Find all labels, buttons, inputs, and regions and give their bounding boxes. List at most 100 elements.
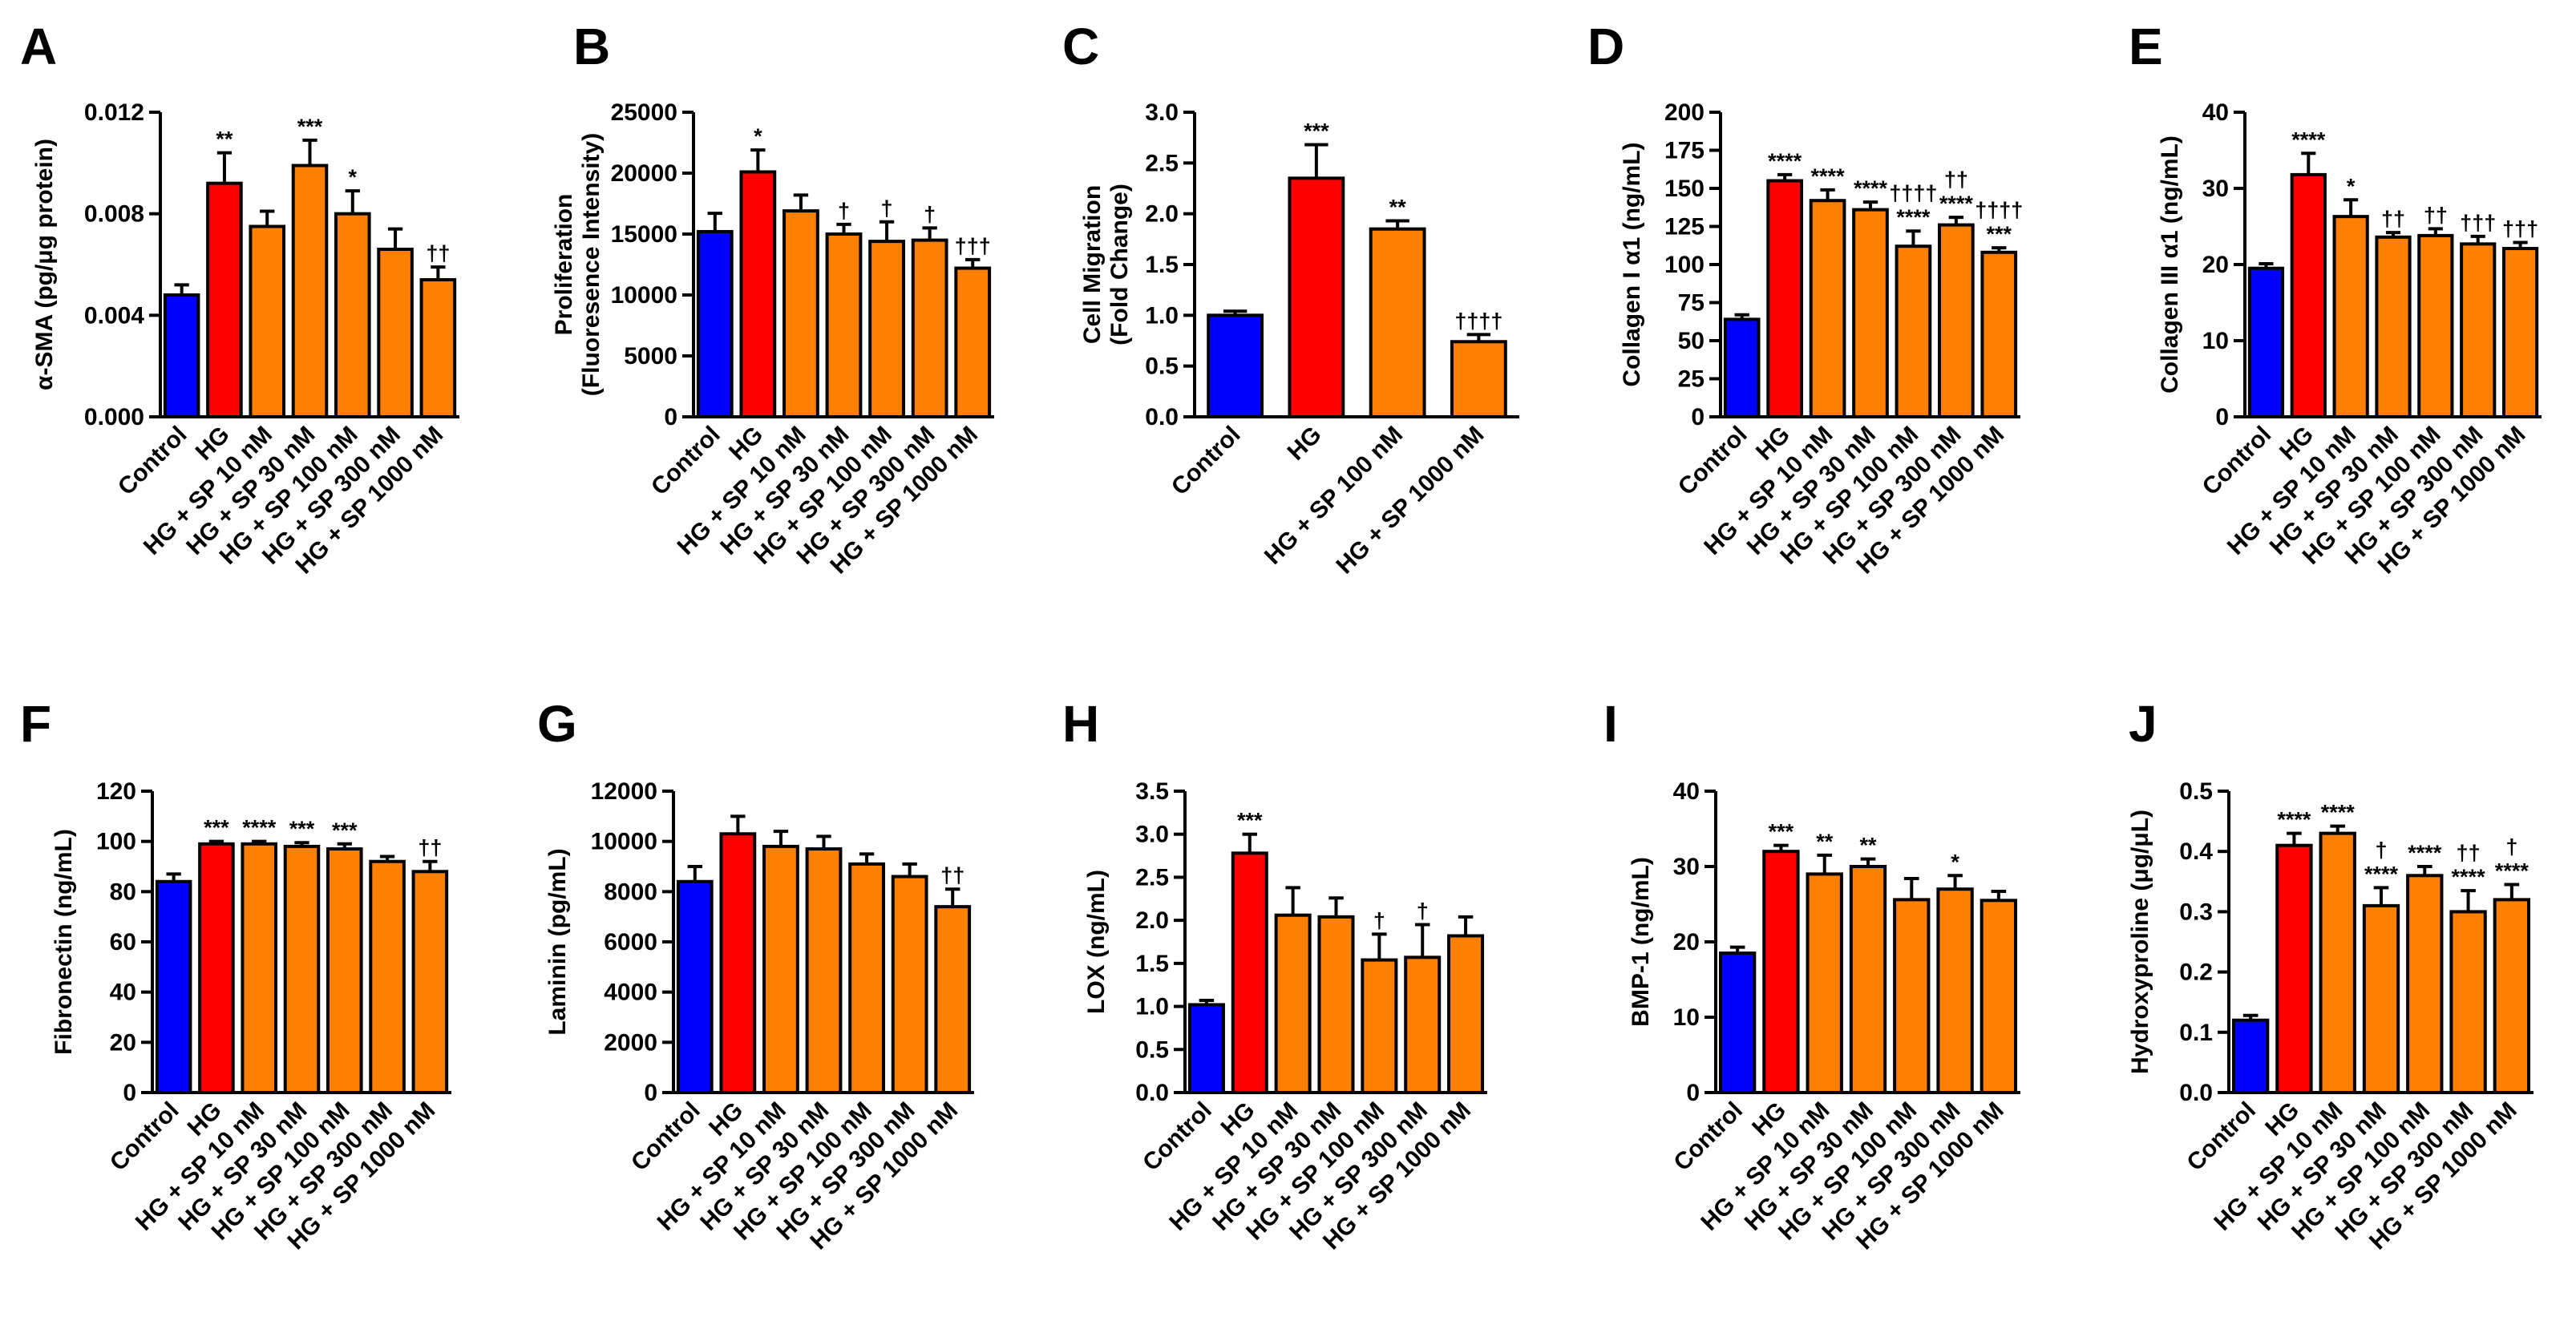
significance-label: ***: [1304, 119, 1329, 143]
category-label: Control: [1668, 1097, 1748, 1177]
bar: [2362, 903, 2400, 1094]
panel-h: H 0.0 0.5 1.0 1.5 2.0 2.5 3.0 3.5 LOX (ng/mL) Cont…: [1062, 695, 1487, 1254]
significance-label: ****: [2452, 865, 2486, 889]
y-axis-title: BMP-1 (ng/mL): [1628, 857, 1654, 1027]
y-tick-label: 5000: [624, 343, 677, 370]
panel-g: G 0 2000 4000 6000 8000 10000 12000 Laminin (pg/…: [537, 695, 974, 1254]
y-tick-label: 175: [1664, 138, 1705, 164]
significance-label: ****: [1768, 149, 1802, 173]
y-tick-label: 40: [1673, 778, 1700, 805]
significance-label: ††: [2381, 207, 2405, 231]
significance-label: ****: [1896, 205, 1931, 229]
y-tick-label: 0.0: [1135, 1080, 1169, 1106]
y-tick-label: 0.004: [84, 302, 144, 329]
y-tick-label: 20: [110, 1029, 136, 1056]
y-tick-label: 0.4: [2179, 838, 2213, 865]
category-label: Control: [105, 1097, 184, 1177]
panel-letter-h: H: [1062, 695, 1099, 753]
bar: [783, 209, 819, 418]
y-tick-label: 0: [2215, 404, 2229, 430]
significance-label: ****: [1939, 192, 1974, 216]
category-label: Control: [1673, 422, 1753, 501]
bar: [1187, 1003, 1225, 1094]
bar: [739, 170, 777, 418]
panel-letter-f: F: [20, 695, 51, 753]
significance-label: ***: [1987, 222, 2012, 246]
y-tick-label: 0: [664, 404, 677, 430]
y-axis-title: Collagen III α1 (ng/mL): [2157, 135, 2183, 394]
panel-letter-a: A: [20, 18, 57, 75]
significance-label: **: [1389, 196, 1407, 220]
significance-label: †††: [2460, 211, 2496, 235]
panel-b: B 0 5000 10000 15000 20000 25000 Proliferation(…: [551, 18, 994, 579]
panel-letter-i: I: [1603, 695, 1618, 753]
panel-letter-c: C: [1062, 18, 1099, 75]
y-tick-label: 0.3: [2179, 899, 2213, 925]
bar: [1806, 872, 1843, 1095]
bar: [1938, 223, 1975, 418]
significance-label: ††: [1944, 168, 1968, 192]
significance-label: ***: [289, 817, 315, 841]
y-tick-label: 0: [1691, 404, 1705, 430]
y-tick-label: 0.000: [84, 404, 144, 430]
bar: [1766, 179, 1803, 418]
significance-label: ****: [2364, 862, 2399, 886]
bar: [249, 224, 285, 418]
panel-d: D 0 25 50 75 100 125 150 175 200 Collagen I α1 (ng…: [1587, 18, 2023, 579]
y-tick-label: 200: [1664, 99, 1705, 126]
significance-label: *: [2347, 174, 2356, 198]
bar: [2449, 910, 2487, 1095]
y-tick-label: 60: [110, 929, 136, 955]
bar: [1274, 913, 1312, 1094]
bar: [419, 278, 457, 418]
y-tick-label: 25: [1678, 366, 1705, 393]
bar: [206, 181, 243, 419]
y-tick-label: 3.0: [1135, 822, 1169, 848]
y-tick-label: 150: [1664, 176, 1705, 202]
category-label: HG: [1283, 422, 1327, 466]
y-tick-label: 30: [2202, 176, 2229, 202]
bar: [1231, 851, 1268, 1094]
y-tick-label: 1.0: [1135, 994, 1169, 1020]
bar: [369, 859, 406, 1094]
category-label: Control: [1138, 1097, 1217, 1177]
bar: [2332, 215, 2369, 418]
y-tick-label: 0.5: [2179, 778, 2213, 805]
category-label: Control: [2182, 1097, 2261, 1177]
bar: [2406, 874, 2444, 1095]
bar: [291, 164, 329, 418]
bar: [2231, 1018, 2270, 1095]
category-label: Control: [1167, 422, 1246, 501]
bar: [1369, 227, 1426, 418]
panel-letter-b: B: [573, 18, 610, 75]
panel-letter-g: G: [537, 695, 577, 753]
bar: [1447, 934, 1485, 1094]
y-tick-label: 80: [110, 879, 136, 905]
category-label: Control: [2198, 422, 2277, 501]
y-tick-label: 0: [1686, 1080, 1700, 1106]
y-tick-label: 125: [1664, 214, 1705, 240]
bar: [198, 842, 235, 1095]
significance-label: ****: [2495, 859, 2529, 883]
bar: [2319, 831, 2356, 1094]
bar: [1849, 865, 1887, 1094]
bar: [1723, 317, 1761, 418]
significance-label: †††: [955, 234, 991, 258]
bar: [1852, 208, 1889, 418]
bar: [1288, 176, 1345, 418]
significance-label: ††: [2424, 203, 2448, 227]
y-axis-title: (Fluoresence Intensity): [578, 133, 605, 396]
significance-label: *: [1951, 850, 1959, 874]
y-tick-label: 40: [2202, 99, 2229, 126]
bar: [2460, 242, 2497, 418]
y-tick-label: 0.0: [2179, 1080, 2213, 1106]
y-tick-label: 0: [644, 1080, 657, 1106]
bar: [1718, 951, 1757, 1094]
significance-label: ***: [1769, 820, 1794, 844]
bar: [868, 240, 905, 418]
significance-label: ††††: [1889, 181, 1937, 205]
bar: [1895, 244, 1932, 419]
y-tick-label: 25000: [611, 99, 677, 126]
y-tick-label: 50: [1678, 328, 1705, 354]
